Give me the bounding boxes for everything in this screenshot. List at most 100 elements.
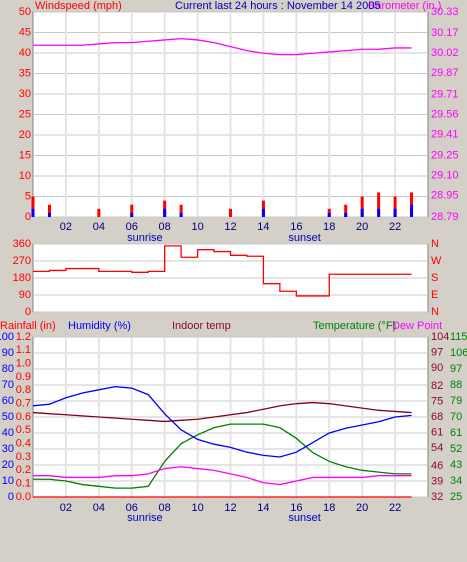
x-tick-label: 02 [60,502,72,514]
bar [179,204,183,217]
y-tick-label: S [431,272,438,284]
y-tick-label: 70 [450,411,462,423]
y-tick-label: 82 [431,380,443,392]
bar [47,212,51,217]
y-tick-label: 70 [2,379,14,391]
y-tick-label: W [431,255,442,267]
y-tick-label: 75 [431,395,443,407]
y-tick-label: 0.3 [16,451,31,463]
y-tick-label: 1.0 [16,358,31,370]
x-tick-label: 06 [126,502,138,514]
x-tick-label: 04 [93,502,105,514]
y-tick-label: 30 [19,88,31,100]
step-line [33,245,412,297]
line [32,385,412,458]
bar [97,208,101,217]
y-tick-label: 360 [13,238,31,250]
y-tick-label: 10 [19,170,31,182]
y-tick-label: 30.17 [431,27,459,39]
y-tick-label: 180 [13,272,31,284]
y-tick-label: 20 [19,129,31,141]
y-tick-label: 90 [2,347,14,359]
y-tick-label: 97 [450,363,462,375]
bar [410,204,414,217]
x-tick-label: 22 [389,502,401,514]
y-tick-label: 20 [2,459,14,471]
bar [31,196,35,217]
y-tick-label: 30.02 [431,47,459,59]
y-tick-label: 25 [19,108,31,120]
bar [229,208,232,217]
y-tick-label: N [431,306,439,318]
x-tick-label: 16 [290,502,302,514]
x-tick-label: 18 [323,502,335,514]
y-tick-label: 10 [2,475,14,487]
y-tick-label: 54 [431,442,443,454]
y-tick-label: 90 [431,362,443,374]
y-tick-label: 46 [431,460,443,472]
y-tick-label: 5 [25,190,31,202]
x-tick-label: 18 [323,221,335,233]
y-tick-label: 39 [431,475,443,487]
bar [393,208,397,217]
y-tick-label: 29.10 [431,170,459,182]
line [33,466,412,486]
y-tick-label: 15 [19,149,31,161]
bar [47,204,51,217]
y-tick-label: 29.56 [431,108,459,120]
line [33,423,412,489]
bar [179,212,183,217]
annotation: sunset [288,512,320,524]
y-tick-label: 0.8 [16,384,31,396]
y-tick-label: 29.71 [431,88,459,100]
x-tick-label: 14 [257,502,269,514]
y-tick-label: 115 [450,331,467,343]
x-tick-label: 04 [93,221,105,233]
x-tick-label: 22 [389,221,401,233]
x-tick-label: 20 [356,221,368,233]
x-tick-label: 20 [356,502,368,514]
y-tick-label: 106 [450,347,467,359]
axis-title: Humidity (%) [68,320,131,332]
annotation: sunrise [127,232,162,244]
y-tick-label: 25 [450,491,462,503]
y-tick-label: 0.9 [16,371,31,383]
y-tick-label: 0.0 [16,491,31,503]
y-tick-label: 1.1 [16,344,31,356]
x-tick-label: 16 [290,221,302,233]
chart-title: Current last 24 hours : November 14 2005 [175,0,380,12]
y-tick-label: 30.33 [431,6,459,18]
x-tick-label: 02 [60,221,72,233]
bar [130,204,134,217]
bar [327,212,331,217]
y-tick-label: 60 [2,395,14,407]
y-tick-label: 40 [19,47,31,59]
y-tick-label: 80 [2,363,14,375]
y-tick-label: 29.87 [431,67,459,79]
y-tick-label: 0 [25,211,31,223]
bar [360,196,364,217]
bar [360,208,364,217]
y-tick-label: 0.5 [16,424,31,436]
x-tick-label: 14 [257,221,269,233]
annotation: sunset [288,232,320,244]
bar [377,208,381,217]
y-tick-label: 0 [25,306,31,318]
y-tick-label: N [431,238,439,250]
y-tick-label: 28.79 [431,211,459,223]
bar [377,192,381,217]
y-tick-label: 0 [8,491,14,503]
line [32,401,412,423]
y-tick-label: 270 [13,255,31,267]
x-tick-label: 08 [159,502,171,514]
x-tick-label: 10 [191,502,203,514]
y-tick-label: 100 [0,331,14,343]
y-tick-label: 29.25 [431,150,459,162]
series-name: Dew Point [392,320,442,332]
y-tick-label: 32 [431,491,443,503]
y-tick-label: 97 [431,346,443,358]
y-tick-label: 104 [431,331,449,343]
y-tick-label: 0.4 [16,438,31,450]
y-tick-label: 68 [431,411,443,423]
